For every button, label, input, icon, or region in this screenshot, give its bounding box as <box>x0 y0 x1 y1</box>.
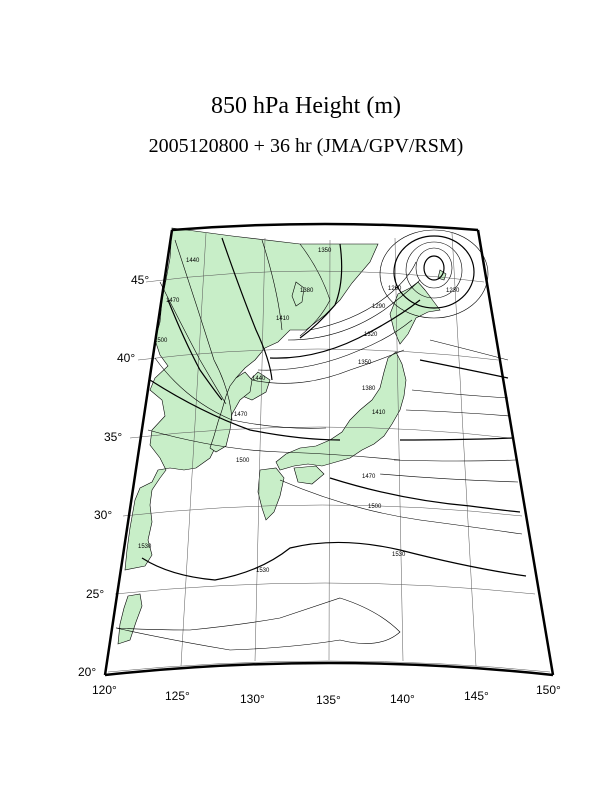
contour-label: 1530 <box>392 552 406 558</box>
land-taiwan <box>117 593 143 645</box>
contour-label: 1530 <box>138 544 152 550</box>
contour-line <box>411 389 509 399</box>
contour-line <box>429 339 509 361</box>
land-honshu <box>275 351 407 471</box>
land-asia-mainland <box>124 227 379 571</box>
contour-line <box>141 541 527 581</box>
contour-label: 1410 <box>276 316 290 322</box>
contour-label: 1470 <box>234 412 248 418</box>
map-frame <box>103 222 555 677</box>
lat-tick-label: 20° <box>78 665 96 679</box>
contour-label: 1380 <box>362 386 376 392</box>
land-kyushu <box>257 467 285 521</box>
lat-tick-label: 45° <box>131 273 149 287</box>
land-sakhalin <box>291 281 305 307</box>
lon-tick-label: 130° <box>240 692 265 706</box>
low-pressure-contour <box>415 247 453 289</box>
contour-line <box>257 319 413 371</box>
lat-tick-labels: 20° 25° 30° 35° 40° 45° <box>78 273 149 679</box>
contour-label: 1470 <box>166 298 180 304</box>
contour-label: 1470 <box>362 474 376 480</box>
low-pressure-contour <box>379 229 489 319</box>
graticule <box>107 232 551 673</box>
contour-line <box>159 281 227 405</box>
contour-line <box>269 299 421 359</box>
contour-line <box>419 359 509 379</box>
map-subtitle: 2005120800 + 36 hr (JMA/GPV/RSM) <box>148 135 464 157</box>
contour-line <box>261 239 283 331</box>
low-pressure-contour <box>393 235 475 309</box>
low-pressure-contour <box>405 241 463 299</box>
contour-line <box>329 477 521 513</box>
contour-label: 1440 <box>186 258 200 264</box>
lat-tick-label: 25° <box>86 587 104 601</box>
contour-label: 1230 <box>446 288 460 294</box>
contour-label: 1530 <box>256 568 270 574</box>
lon-tick-label: 125° <box>165 689 190 703</box>
contour-label: 1500 <box>154 338 168 344</box>
contour-line <box>399 437 513 441</box>
contour-labels: 1440 1470 1500 1410 1380 1350 1320 1290 … <box>138 248 460 574</box>
contour-line <box>147 429 401 461</box>
lon-tick-label: 135° <box>316 693 341 707</box>
lon-tick-label: 140° <box>390 692 415 706</box>
contour-line <box>379 473 519 483</box>
contour-label: 1500 <box>368 504 382 510</box>
contour-label: 1410 <box>372 410 386 416</box>
contour-line <box>167 299 223 401</box>
contour-line <box>279 479 523 535</box>
contour-line <box>115 597 401 651</box>
contour-line <box>174 239 233 421</box>
contour-line <box>393 459 517 462</box>
contour-line <box>299 243 331 337</box>
lon-tick-label: 150° <box>536 683 561 697</box>
contour-line <box>309 261 417 331</box>
contour-line <box>221 237 273 381</box>
lat-tick-label: 30° <box>94 508 112 522</box>
contour-label: 1350 <box>358 360 372 366</box>
contour-label: 1350 <box>318 248 332 254</box>
lon-tick-label: 120° <box>92 683 117 697</box>
contour-line <box>149 379 341 441</box>
contour-label: 1260 <box>388 286 402 292</box>
contour-line <box>405 409 511 417</box>
lat-tick-label: 35° <box>104 430 122 444</box>
map-title: 850 hPa Height (m) <box>211 93 401 119</box>
low-pressure-contour <box>423 255 445 281</box>
contour-line <box>154 357 327 429</box>
lon-tick-labels: 120° 125° 130° 135° 140° 145° 150° <box>92 683 561 707</box>
land-shikoku <box>293 465 325 485</box>
lat-tick-label: 40° <box>117 351 135 365</box>
contour-label: 1320 <box>364 332 378 338</box>
contour-label: 1440 <box>252 376 266 382</box>
contour-label: 1500 <box>236 458 250 464</box>
contour-label: 1290 <box>372 304 386 310</box>
contour-line <box>251 349 405 384</box>
contour-line <box>287 279 421 341</box>
lon-tick-label: 145° <box>464 689 489 703</box>
contour-label: 1380 <box>300 288 314 294</box>
height-contours <box>115 229 527 651</box>
